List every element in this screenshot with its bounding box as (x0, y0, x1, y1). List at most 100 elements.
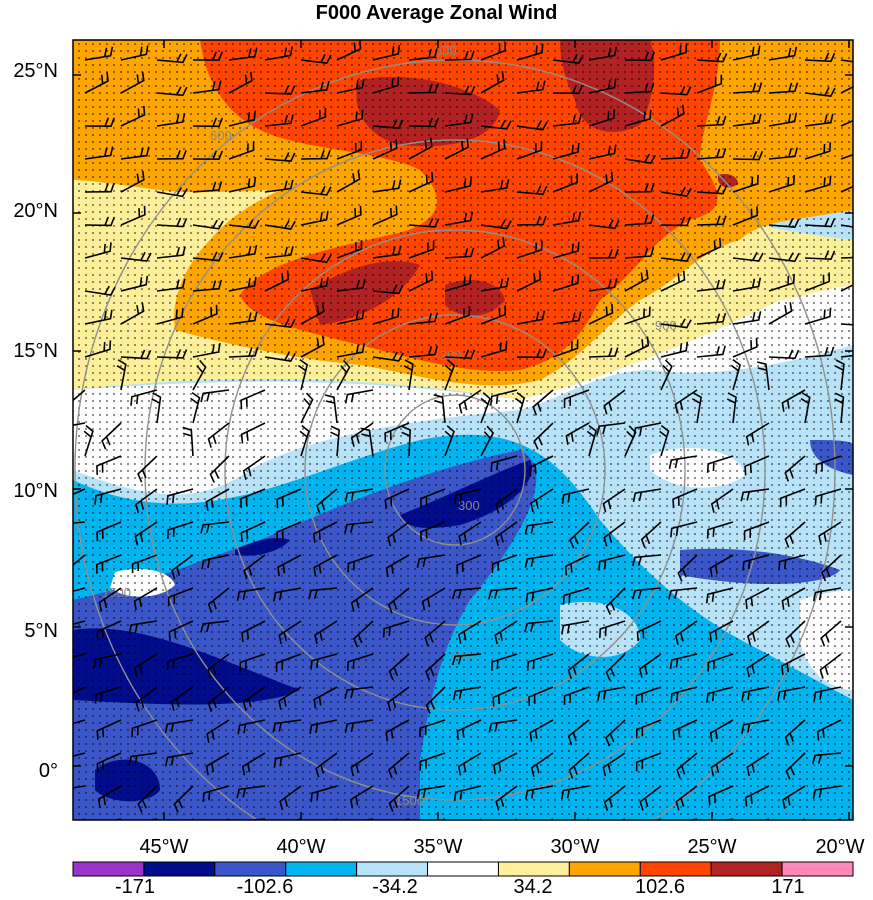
wind-barb (313, 554, 338, 577)
wind-barb (480, 277, 510, 292)
wind-barb (313, 686, 338, 709)
lon-label: 45°W (139, 836, 189, 858)
wind-barb (264, 246, 294, 259)
wind-barb (563, 686, 590, 705)
wind-barb (192, 117, 224, 128)
wind-barb (561, 488, 590, 504)
wind-barb (120, 251, 152, 262)
svg-text:600: 600 (435, 43, 457, 58)
wind-barb (813, 686, 842, 702)
wind-barb (242, 455, 266, 480)
wind-barb (709, 620, 734, 643)
wind-barb (120, 205, 146, 226)
wind-barb (433, 394, 446, 424)
wind-barb (336, 343, 365, 358)
wind-barb (336, 239, 363, 259)
wind-barb (316, 488, 338, 515)
colorbar-swatch (72, 861, 145, 877)
wind-barb (528, 686, 554, 707)
wind-barb (73, 422, 86, 426)
wind-barb (804, 272, 831, 292)
svg-text:900: 900 (655, 318, 677, 333)
wind-barb (168, 620, 194, 641)
wind-barb (134, 653, 158, 677)
wind-barb (192, 51, 223, 61)
wind-barb (384, 488, 410, 509)
wind-barb (480, 41, 506, 61)
wind-barb (525, 587, 554, 603)
wind-barb (84, 146, 114, 160)
wind-barb (660, 216, 692, 227)
wind-barb (768, 218, 800, 228)
wind-barb (670, 521, 698, 538)
wind-barb (814, 488, 842, 506)
wind-barb (120, 275, 149, 292)
wind-barb (192, 219, 224, 230)
wind-barb (660, 43, 688, 61)
wind-barb (420, 488, 446, 508)
wind-barb (336, 109, 364, 127)
wind-barb (530, 752, 554, 777)
wind-barb (785, 620, 806, 648)
wind-barb (336, 40, 362, 61)
lat-label: 10°N (13, 480, 58, 502)
wind-barb (804, 250, 836, 261)
wind-barb (514, 391, 526, 424)
wind-barb (516, 310, 546, 325)
wind-barb (336, 140, 363, 160)
wind-barb (372, 284, 404, 295)
wind-barb (588, 248, 619, 259)
wind-barb (264, 220, 296, 230)
wind-barb (279, 785, 302, 811)
wind-barb (834, 818, 842, 820)
wind-barb (632, 587, 662, 600)
wind-barb (490, 455, 518, 472)
wind-barb (490, 653, 518, 671)
wind-barb (588, 278, 618, 292)
wind-barb (588, 303, 614, 325)
wind-barb (488, 587, 518, 600)
wind-barb (692, 392, 702, 424)
wind-barb (73, 653, 86, 658)
wind-barb (732, 251, 764, 262)
lat-label: 15°N (13, 340, 58, 362)
wind-barb (636, 620, 662, 642)
wind-barb (344, 719, 374, 733)
wind-barb (696, 148, 727, 160)
wind-barb (330, 425, 341, 457)
colorbar-swatch (214, 861, 287, 877)
wind-barb (372, 307, 400, 325)
wind-barb (444, 359, 456, 391)
wind-barb (804, 52, 836, 63)
wind-barb (147, 818, 158, 820)
wind-barb (73, 587, 86, 592)
wind-barb (516, 80, 546, 94)
wind-barb (709, 719, 734, 743)
wind-barb (192, 150, 224, 161)
wind-barb (804, 346, 835, 358)
wind-barb (236, 587, 266, 601)
wind-barb (228, 244, 258, 259)
wind-barb (264, 152, 296, 162)
wind-barb (444, 138, 470, 160)
wind-barb (336, 170, 361, 193)
wind-barb (552, 211, 582, 226)
wind-barb (513, 818, 518, 820)
wind-barb (444, 247, 475, 259)
colorbar-label: 34.2 (513, 876, 553, 898)
wind-barb (624, 247, 655, 259)
wind-barb (815, 455, 842, 474)
wind-barb (569, 521, 590, 549)
wind-barb (300, 210, 329, 226)
wind-barb (408, 312, 438, 325)
wind-barb (624, 109, 652, 127)
wind-barb (84, 46, 114, 61)
wind-barb (425, 653, 446, 681)
wind-barb (624, 82, 655, 94)
wind-barb (241, 620, 266, 643)
wind-barb (624, 153, 656, 164)
wind-barb (300, 185, 332, 196)
wind-barb (480, 392, 491, 424)
wind-barb (135, 488, 158, 514)
wind-barb (561, 620, 590, 635)
